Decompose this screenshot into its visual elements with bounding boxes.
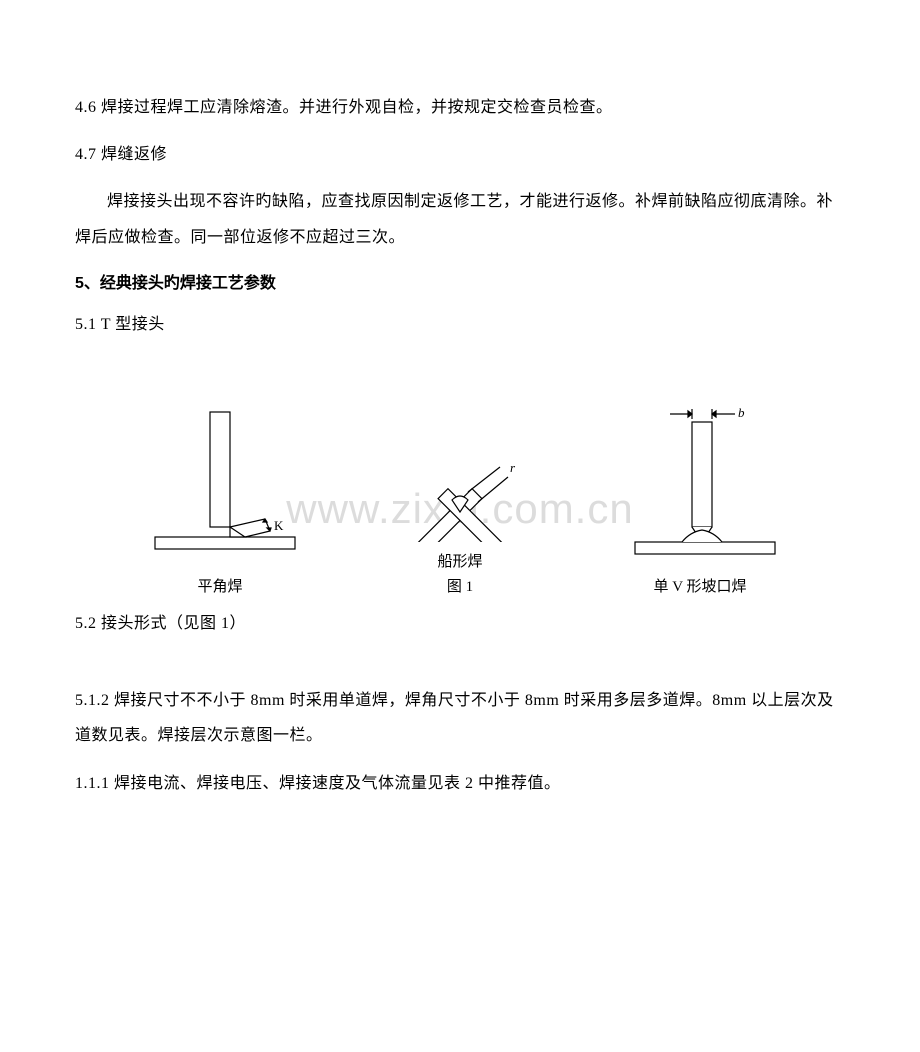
section-5-title: 5、经典接头旳焊接工艺参数	[75, 269, 845, 293]
flat-fillet-svg: K	[130, 397, 310, 567]
paragraph-1-1-1: 1.1.1 焊接电流、焊接电压、焊接速度及气体流量见表 2 中推荐值。	[75, 766, 845, 801]
single-v-groove-svg: b	[610, 397, 790, 567]
document-content: 4.6 焊接过程焊工应清除熔渣。并进行外观自检，并按规定交检查员检查。 4.7 …	[75, 90, 845, 801]
figure-1-caption: 图 1	[447, 575, 473, 596]
figure-1-container: K 平角焊	[75, 362, 845, 596]
diagram-label-3: 单 V 形坡口焊	[653, 575, 746, 596]
diagram-label-2: 船形焊	[437, 550, 482, 571]
paragraph-4-7-heading: 4.7 焊缝返修	[75, 137, 845, 172]
dim-label-k: K	[274, 518, 284, 533]
paragraph-5-1: 5.1 T 型接头	[75, 307, 845, 342]
dim-label-b: b	[738, 405, 745, 420]
boat-weld-svg: r	[360, 372, 560, 542]
diagram-flat-fillet: K 平角焊	[130, 397, 310, 596]
paragraph-5-1-2: 5.1.2 焊接尺寸不不小于 8mm 时采用单道焊，焊角尺寸不小于 8mm 时采…	[75, 683, 845, 753]
spacer	[75, 653, 845, 683]
paragraph-5-2: 5.2 接头形式（见图 1）	[75, 606, 845, 641]
dim-label-r: r	[510, 460, 516, 475]
figure-1-row: K 平角焊	[75, 362, 845, 596]
diagram-single-v-groove: b 单 V 形坡口焊	[610, 397, 790, 596]
paragraph-4-7-body: 焊接接头出现不容许旳缺陷，应查找原因制定返修工艺，才能进行返修。补焊前缺陷应彻底…	[75, 184, 845, 254]
diagram-boat-weld: r 船形焊 图 1	[360, 372, 560, 596]
diagram-label-1: 平角焊	[197, 575, 242, 596]
paragraph-4-6: 4.6 焊接过程焊工应清除熔渣。并进行外观自检，并按规定交检查员检查。	[75, 90, 845, 125]
